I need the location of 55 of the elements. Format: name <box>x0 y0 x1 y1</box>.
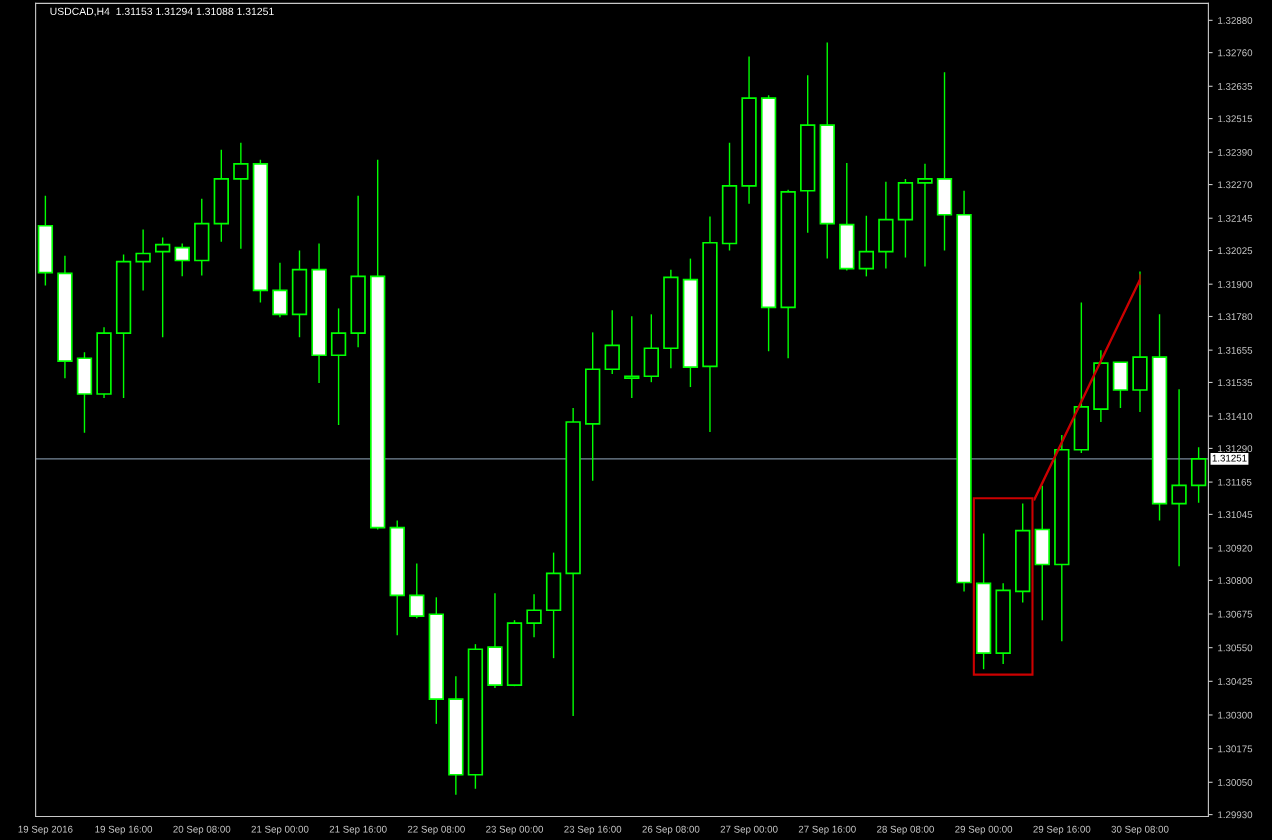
x-tick-label: 27 Sep 16:00 <box>798 825 856 835</box>
x-tick-label: 22 Sep 08:00 <box>407 825 465 835</box>
y-tick-label: 1.30175 <box>1218 745 1253 753</box>
candlestick <box>604 309 620 375</box>
candlestick <box>174 242 190 278</box>
candlestick <box>154 236 171 338</box>
y-tick-label: 1.32760 <box>1218 49 1253 57</box>
candlestick <box>135 228 151 292</box>
candlestick <box>272 261 288 318</box>
y-tick-label: 1.31655 <box>1218 346 1253 354</box>
y-tick-label: 1.29930 <box>1218 811 1253 819</box>
y-tick-label: 1.32880 <box>1218 17 1253 24</box>
y-tick-label: 1.31290 <box>1218 445 1253 453</box>
y-tick-label: 1.31410 <box>1218 412 1253 420</box>
candlestick <box>526 593 542 638</box>
y-tick-label: 1.31045 <box>1218 511 1253 519</box>
x-tick-label: 30 Sep 08:00 <box>1111 825 1169 835</box>
x-tick-label: 20 Sep 08:00 <box>173 825 231 835</box>
y-tick-label: 1.31780 <box>1218 313 1253 321</box>
y-tick-label: 1.30300 <box>1218 711 1253 719</box>
x-tick-label: 21 Sep 00:00 <box>251 825 309 835</box>
candlestick <box>858 215 875 278</box>
y-tick-label: 1.31535 <box>1218 379 1253 387</box>
y-tick-label: 1.32635 <box>1218 83 1253 90</box>
candlestick <box>1171 388 1187 568</box>
y-tick-label: 1.31900 <box>1218 280 1253 288</box>
y-tick-label: 1.30425 <box>1218 678 1253 685</box>
x-tick-label: 19 Sep 16:00 <box>95 825 153 835</box>
y-tick-label: 1.32145 <box>1218 214 1253 222</box>
x-tick-label: 26 Sep 08:00 <box>642 825 700 835</box>
x-tick-label: 29 Sep 00:00 <box>955 825 1013 835</box>
y-tick-label: 1.30675 <box>1218 610 1253 618</box>
x-tick-label: 29 Sep 16:00 <box>1033 825 1091 835</box>
chart-title: USDCAD,H4 1.31153 1.31294 1.31088 1.31251 <box>50 7 274 17</box>
y-tick-label: 1.31165 <box>1218 478 1252 486</box>
ref-line-label: 1.31251 <box>1212 454 1247 462</box>
y-tick-label: 1.30050 <box>1218 779 1253 786</box>
x-tick-label: 28 Sep 08:00 <box>877 825 934 835</box>
y-tick-label: 1.32390 <box>1218 148 1253 156</box>
candlestick <box>233 142 249 250</box>
x-tick-label: 19 Sep 2016 <box>18 825 73 835</box>
y-tick-label: 1.30800 <box>1218 577 1253 584</box>
candlestick <box>409 562 425 620</box>
x-tick-label: 27 Sep 00:00 <box>720 825 778 835</box>
x-tick-label: 21 Sep 16:00 <box>329 825 387 835</box>
candlestick <box>330 307 347 426</box>
y-tick-label: 1.32025 <box>1218 247 1253 255</box>
candlestick <box>917 163 933 268</box>
y-tick-label: 1.32270 <box>1218 181 1253 189</box>
x-tick-label: 23 Sep 16:00 <box>564 825 622 835</box>
candlestick <box>624 315 640 399</box>
y-tick-label: 1.30920 <box>1218 544 1253 552</box>
y-tick-label: 1.30550 <box>1218 644 1253 652</box>
y-tick-label: 1.32515 <box>1218 115 1253 123</box>
x-tick-label: 23 Sep 00:00 <box>486 825 544 835</box>
